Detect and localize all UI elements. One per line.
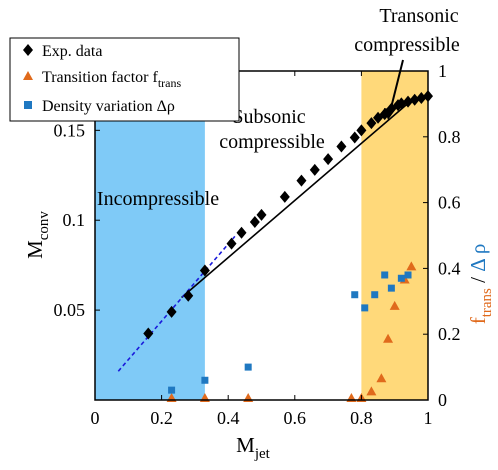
x-tick-label: 1 [424,408,433,428]
density-variation-point [381,271,389,279]
transition-factor-point [366,386,377,396]
exp-data-point [323,153,334,166]
density-variation-point [371,291,379,299]
density-variation-point [351,291,359,299]
legend-label-density: Density variation Δρ [42,98,175,115]
exp-data-point [199,264,210,277]
exp-data-point [349,131,360,144]
exp-data-point [166,305,177,318]
legend-label-transition: Transition factor ftrans [42,69,182,90]
x-axis-label-main: M [236,433,255,457]
density-variation-point [244,363,252,371]
density-variation-point [397,274,405,282]
region-label-transonic-line1: Transonic [379,5,458,27]
legend-box [9,37,240,122]
y-right-tick-label: 0.6 [438,193,461,213]
legend: Exp. data Transition factor ftrans Densi… [9,37,240,122]
exp-data-point [366,117,377,130]
legend-label-transition-main: Transition factor f [42,69,159,86]
axis-ticks-layer: 0 0.2 0.4 0.6 0.8 1 0.05 0.1 0.15 0 0.2 0.4 0.6 0.8 1 [54,61,461,428]
exp-data-point [403,95,414,108]
exp-data-point [409,93,420,106]
legend-marker-transition [23,71,33,80]
y-right-tick-label: 0.8 [438,127,461,147]
transition-factor-point [383,333,394,343]
exp-data-point [416,91,427,104]
y-left-tick-label: 0.15 [54,120,86,140]
region-label-subsonic-line2: compressible [219,131,325,153]
fit-line-dashed [117,235,236,372]
y-axis-right-label-f: f [466,317,490,324]
x-axis-label: Mjet [236,433,271,462]
exp-data-point [279,190,290,203]
exp-data-point [236,226,247,239]
x-tick-label: 0.8 [350,408,373,428]
density-variation-point [361,304,369,312]
density-variation-point [404,271,412,279]
region-label-incompressible: Incompressible [97,188,219,210]
x-axis-label-sub: jet [254,446,271,462]
y-right-tick-label: 0 [438,390,447,410]
y-axis-right-label: ftrans / Δ ρ [466,244,495,325]
plot-frame [94,70,429,401]
exp-data-point [183,289,194,302]
fit-lines-layer [117,102,409,372]
y-left-tick-label: 0.1 [63,210,86,230]
transonic-annotation-arrowhead [384,108,395,120]
exp-data-point [396,97,407,110]
exp-data-point [249,216,260,229]
legend-marker-density [24,101,32,109]
region-label-subsonic-line1: Subsonic [232,106,305,128]
density-variation-point [201,376,209,384]
y-right-tick-label: 0.4 [438,258,461,278]
exp-data-point [309,163,320,176]
legend-marker-exp-data [23,44,33,56]
exp-data-point [256,208,267,221]
exp-data-point [336,140,347,153]
transition-factor-point [376,373,387,383]
density-variation-point [168,386,176,394]
region-label-transonic-line2: compressible [354,34,460,56]
y-axis-right-label-rho: Δ ρ [466,244,490,272]
y-axis-left-label: Mconv [23,211,52,259]
y-axis-left-label-sub: conv [36,211,52,241]
y-right-tick-label: 0.2 [438,324,461,344]
transonic-annotation-arrow [389,59,404,113]
fit-line-solid [181,102,409,299]
y-left-tick-label: 0.05 [54,300,86,320]
transition-factor-point [389,300,400,310]
legend-label-exp-data: Exp. data [42,43,102,60]
transition-factor-point [406,261,417,271]
x-tick-label: 0 [91,408,100,428]
exp-data-point [226,237,237,250]
y-right-tick-label: 1 [438,61,447,81]
exp-data-point [356,124,367,137]
y-axis-left-label-main: M [23,240,47,259]
x-tick-label: 0.2 [150,408,173,428]
exp-data-point [296,174,307,187]
legend-label-transition-sub: trans [158,76,182,90]
y-axis-right-label-slash: / [466,272,490,288]
x-tick-label: 0.4 [217,408,240,428]
density-variation-point [387,284,395,292]
region-incompressible [95,71,205,400]
y-axis-right-label-trans: trans [479,288,495,317]
exp-data-point [143,327,154,340]
x-tick-label: 0.6 [284,408,307,428]
